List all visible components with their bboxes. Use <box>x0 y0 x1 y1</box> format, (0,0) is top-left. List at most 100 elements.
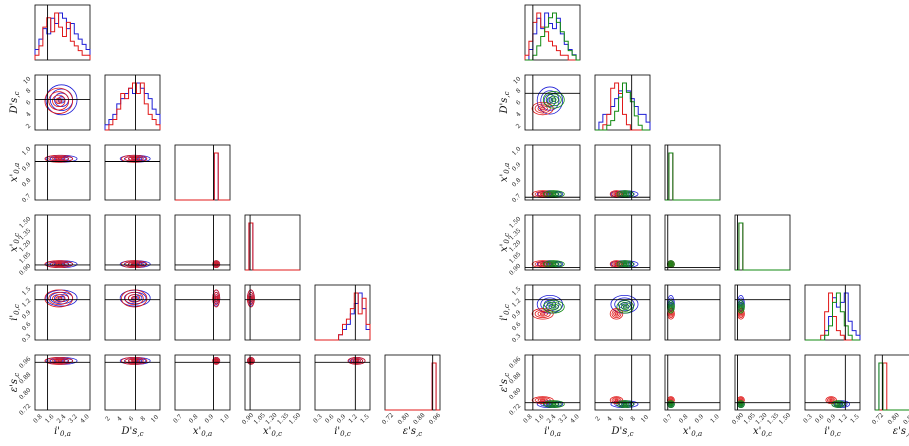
contour-right-4-1 <box>594 284 651 341</box>
y-tick-label: 0.96 <box>18 355 33 370</box>
x-tick-label: 6 <box>618 415 626 423</box>
axes-frame <box>734 354 791 411</box>
contour-series-red <box>52 294 66 303</box>
axes-frame <box>664 214 721 271</box>
contour-series-red <box>48 357 70 364</box>
contour-series-green <box>669 305 673 309</box>
contour-series-red <box>828 398 834 403</box>
axes-frame <box>594 284 651 341</box>
hist-left-2 <box>174 144 231 201</box>
y-tick-label: 0.80 <box>18 387 33 402</box>
hist-left-0 <box>34 4 91 61</box>
contour-right-1-0: 2 4 6 8 10D's,c <box>499 74 581 131</box>
contour-series-green <box>551 402 557 406</box>
axes-frame <box>524 74 581 131</box>
x-tick-label: 0.8 <box>522 413 534 425</box>
contour-series-red <box>55 157 63 160</box>
contour-series-red <box>52 156 66 161</box>
contour-series-red <box>214 294 219 303</box>
contour-series-green <box>545 401 562 408</box>
axes-frame <box>734 284 791 341</box>
contour-series-red <box>121 154 148 163</box>
axes-frame <box>594 214 651 271</box>
y-axis-label: x'0,a <box>9 163 21 182</box>
y-axis-label: ε's,c <box>9 373 21 392</box>
y-tick-label: 4 <box>25 111 33 119</box>
x-axis-label: i'0,c <box>334 426 351 438</box>
contour-left-5-2: 0.7 0.8 0.9 1.0 x'0,a <box>172 354 231 438</box>
hist-right-1 <box>594 74 651 131</box>
x-tick-label: 1.05 <box>742 412 757 427</box>
contour-series-red <box>247 357 254 364</box>
y-tick-label: 0.3 <box>21 332 33 344</box>
x-tick-label: 1.6 <box>534 413 546 425</box>
contour-series-green <box>622 192 628 196</box>
contour-series-blue <box>614 297 635 312</box>
y-tick-label: 0.7 <box>511 192 523 204</box>
y-tick-label: 0.80 <box>508 387 523 402</box>
x-tick-label: 1.35 <box>276 412 291 427</box>
contour-series-red <box>128 156 141 161</box>
y-tick-label: 0.9 <box>21 309 33 321</box>
x-tick-label: 4.0 <box>79 413 91 425</box>
contour-left-3-2 <box>174 214 231 271</box>
contour-left-4-1 <box>104 284 161 341</box>
contour-series-green <box>621 192 630 197</box>
y-tick-label: 1.2 <box>21 297 33 309</box>
x-tick-label: 0.9 <box>693 413 705 425</box>
contour-right-3-2 <box>664 214 721 271</box>
contour-left-5-1: 2 4 6 8 10 D's,c <box>104 354 161 438</box>
x-tick-label: 0.72 <box>871 412 886 427</box>
contour-series-red <box>48 261 70 268</box>
contour-series-red <box>539 399 546 402</box>
hist-series-red <box>34 12 91 60</box>
y-tick-label: 1.0 <box>21 145 33 157</box>
contour-series-red <box>128 294 141 303</box>
contour-series-red <box>248 294 253 303</box>
contour-series-green <box>739 402 743 406</box>
contour-series-red <box>825 396 837 405</box>
x-tick-label: 0.80 <box>886 412 901 427</box>
x-tick-label: 0.9 <box>203 413 215 425</box>
x-tick-label: 1.05 <box>252 412 267 427</box>
axes-frame <box>244 354 301 411</box>
contour-series-red <box>55 359 63 363</box>
axes-frame <box>104 214 161 271</box>
x-tick-label: 4.0 <box>569 413 581 425</box>
axes-frame <box>804 354 861 411</box>
contour-left-5-3: 0.901.051.201.351.50 x'0,c <box>241 354 302 438</box>
x-axis-label: x'0,c <box>753 426 772 438</box>
contour-series-green <box>551 305 557 309</box>
y-tick-label: 2 <box>515 122 523 130</box>
x-tick-label: 0.9 <box>826 413 838 425</box>
y-tick-label: 10 <box>22 75 32 85</box>
contour-series-red <box>52 262 66 267</box>
axes-frame <box>524 354 581 411</box>
x-tick-label: 1.50 <box>778 412 793 427</box>
contour-series-red <box>531 101 554 116</box>
hist-left-3 <box>244 214 301 271</box>
axes-frame <box>34 284 91 341</box>
contour-series-green <box>545 261 562 268</box>
corner-plot-right: 246810D's,c0.70.80.91.0x'0,a0.901.051.20… <box>499 4 909 438</box>
axes-frame <box>174 144 231 201</box>
contour-series-green <box>622 402 628 406</box>
contour-series-red <box>48 91 70 111</box>
contour-series-green <box>618 261 632 268</box>
contour-series-red <box>130 157 138 160</box>
x-axis-label: x'0,a <box>683 426 702 438</box>
contour-series-red <box>614 262 619 266</box>
contour-series-red <box>212 356 221 365</box>
y-tick-label: 0.7 <box>21 192 33 204</box>
contour-right-4-0: 0.30.60.91.21.5i'0,c <box>499 284 581 344</box>
x-tick-label: 0.9 <box>336 413 348 425</box>
x-tick-label: 0.6 <box>324 413 336 425</box>
axes-frame <box>664 284 721 341</box>
x-tick-label: 0.90 <box>731 412 746 427</box>
contour-series-green <box>739 305 743 309</box>
contour-right-3-0: 0.901.051.201.351.50x'0,c <box>499 214 581 277</box>
x-tick-label: 1.0 <box>219 413 231 425</box>
contour-series-green <box>836 402 840 406</box>
contour-series-red <box>44 289 74 308</box>
